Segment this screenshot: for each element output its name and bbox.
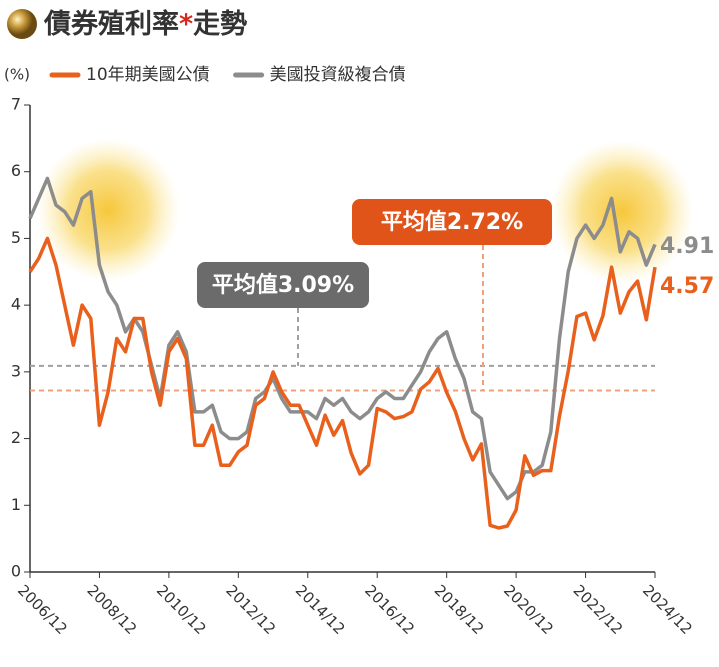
y-tick-label: 5 (11, 228, 21, 247)
x-tick-label: 2020/12 (500, 581, 557, 638)
series-line (28, 236, 657, 530)
highlight-glow (550, 140, 694, 284)
y-tick-label: 4 (11, 295, 21, 314)
x-tick-label: 2008/12 (83, 581, 140, 638)
callout-box (352, 199, 552, 245)
legend-label: 10年期美國公債 (86, 65, 210, 85)
x-tick-label: 2014/12 (292, 581, 349, 638)
x-tick-label: 2012/12 (222, 581, 279, 638)
x-tick-label: 2010/12 (153, 581, 210, 638)
callout-box (197, 262, 369, 308)
x-tick-label: 2016/12 (361, 581, 418, 638)
x-tick-label: 2024/12 (639, 581, 696, 638)
chart-title: 債券殖利率*走勢 (43, 8, 247, 40)
y-tick-label: 6 (11, 161, 21, 180)
y-tick-label: 7 (11, 95, 21, 114)
highlight-glow (36, 138, 180, 282)
end-value-label: 4.91 (660, 234, 714, 259)
end-value-label: 4.57 (660, 274, 714, 299)
legend-label: 美國投資級複合債 (270, 65, 406, 85)
callout-label: 平均值3.09% (212, 272, 354, 298)
title-icon (7, 9, 37, 39)
y-tick-label: 0 (11, 562, 21, 581)
callout-label: 平均值2.72% (381, 209, 523, 235)
x-tick-label: 2022/12 (570, 581, 627, 638)
y-unit: (%) (4, 66, 30, 84)
y-tick-label: 1 (11, 495, 21, 514)
x-tick-label: 2006/12 (14, 581, 71, 638)
x-tick-label: 2018/12 (431, 581, 488, 638)
y-tick-label: 2 (11, 428, 21, 447)
y-tick-label: 3 (11, 361, 21, 380)
